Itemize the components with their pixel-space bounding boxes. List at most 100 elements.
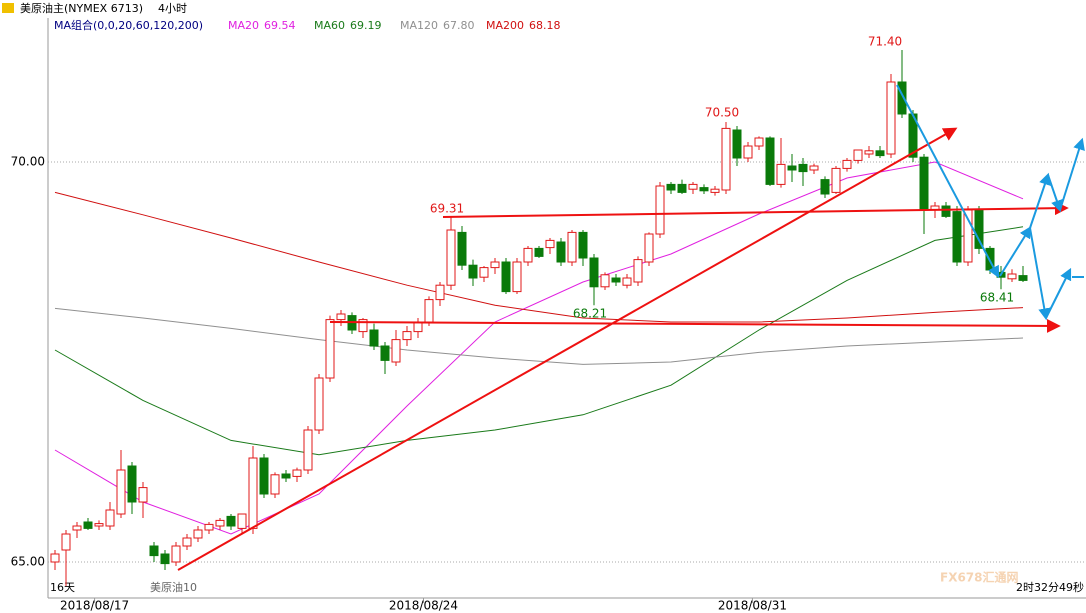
candle-body	[204, 523, 214, 531]
ma-line	[54, 226, 1024, 456]
candle-body	[864, 150, 874, 155]
candle-body	[875, 150, 885, 157]
candle-body	[831, 167, 841, 193]
candle-body	[391, 339, 401, 363]
candle-body	[644, 233, 654, 263]
candle-body	[402, 331, 412, 341]
candle-body	[787, 165, 797, 171]
candle-body	[116, 469, 126, 515]
candle-body	[248, 457, 258, 529]
candle-body	[369, 329, 379, 347]
support-line	[329, 318, 1061, 333]
candle-body	[1007, 273, 1017, 280]
candle-body	[94, 523, 104, 527]
candle-body	[105, 509, 115, 527]
candle-body	[545, 239, 555, 249]
forecast-arrow	[1029, 227, 1051, 321]
x-tick-label: 2018/08/17	[60, 599, 129, 613]
candle-body	[919, 156, 929, 211]
candle-body	[633, 259, 643, 283]
candle-body	[523, 247, 533, 263]
ma-line	[54, 191, 1024, 323]
forecast-arrow	[896, 84, 1000, 279]
candle-body	[589, 257, 599, 288]
legend-name: MA120	[400, 19, 438, 32]
candle-body	[556, 241, 566, 263]
price-annotation: 69.31	[430, 202, 464, 216]
watermark: FX678汇通网	[940, 570, 1019, 585]
candle-body	[182, 537, 192, 547]
candle-body	[215, 519, 225, 527]
candle-body	[1018, 275, 1028, 281]
candle-body	[303, 429, 313, 471]
candle-body	[435, 284, 445, 301]
candle-body	[490, 261, 500, 269]
candle-body	[655, 185, 665, 235]
candle-body	[820, 179, 830, 195]
candle-body	[127, 465, 137, 503]
legend-name: MA200	[486, 19, 524, 32]
candle-body	[226, 515, 236, 527]
candle-body	[710, 188, 720, 193]
candle-body	[424, 299, 434, 323]
icon	[2, 3, 14, 13]
candle-body	[809, 165, 819, 171]
chart-title: 美原油主(NYMEX 6713)	[20, 1, 143, 15]
forecast-arrow	[1047, 174, 1063, 213]
price-annotation: 68.21	[573, 307, 607, 321]
candle-body	[50, 553, 60, 563]
y-tick-label: 70.00	[11, 155, 45, 169]
candle-body	[754, 137, 764, 147]
candle-body	[457, 231, 467, 266]
price-annotation: 71.40	[868, 35, 902, 49]
ma-line	[54, 161, 1024, 535]
period[interactable]: 4小时	[158, 2, 187, 15]
candle-body	[897, 81, 907, 115]
candle-body	[325, 319, 335, 379]
candle-body	[138, 487, 148, 503]
legend-entry: MA60 69.19	[314, 19, 382, 32]
ma-line	[54, 307, 1024, 365]
candle-body	[380, 345, 390, 361]
candle-body	[699, 187, 709, 192]
legend-entry: MA120 67.80	[400, 19, 475, 32]
candle-body	[776, 163, 786, 185]
candle-body	[941, 205, 951, 217]
x-tick-label: 2018/08/24	[389, 599, 458, 613]
candle-body	[974, 209, 984, 249]
y-tick-label: 65.00	[11, 555, 45, 569]
candle-body	[512, 261, 522, 293]
candle-body	[765, 137, 775, 185]
drawings	[177, 84, 1085, 571]
candle-body	[578, 231, 588, 259]
candle-body	[171, 545, 181, 563]
candle-body	[479, 267, 489, 278]
candle-body	[600, 274, 610, 288]
candle-body	[336, 313, 346, 321]
candle-body	[149, 545, 159, 557]
candle-body	[743, 145, 753, 159]
candle-body	[160, 553, 170, 565]
candle-body	[83, 521, 93, 529]
candle-body	[567, 231, 577, 263]
indicator[interactable]: MA组合(0,0,20,60,120,200)	[54, 18, 203, 32]
candle-body	[732, 129, 742, 159]
legend: MA20 69.54 MA60 69.19 MA120 67.80 MA200 68.18	[228, 19, 561, 32]
forecast-arrow	[1045, 267, 1072, 319]
candle-body	[501, 261, 511, 293]
candle-body	[534, 247, 544, 257]
forecast-arrow	[1059, 137, 1085, 211]
candle-body	[886, 81, 896, 155]
candle-body	[622, 277, 632, 286]
candle-body	[666, 183, 676, 191]
price-annotation: 68.41	[980, 291, 1014, 305]
price-annotation: 70.50	[705, 106, 739, 120]
candle-body	[72, 525, 82, 531]
candle-body	[61, 533, 71, 551]
legend-entry: MA20 69.54	[228, 19, 296, 32]
legend-value: 68.18	[529, 19, 561, 32]
candle-body	[446, 229, 456, 286]
footer-left: 16天	[50, 581, 75, 594]
